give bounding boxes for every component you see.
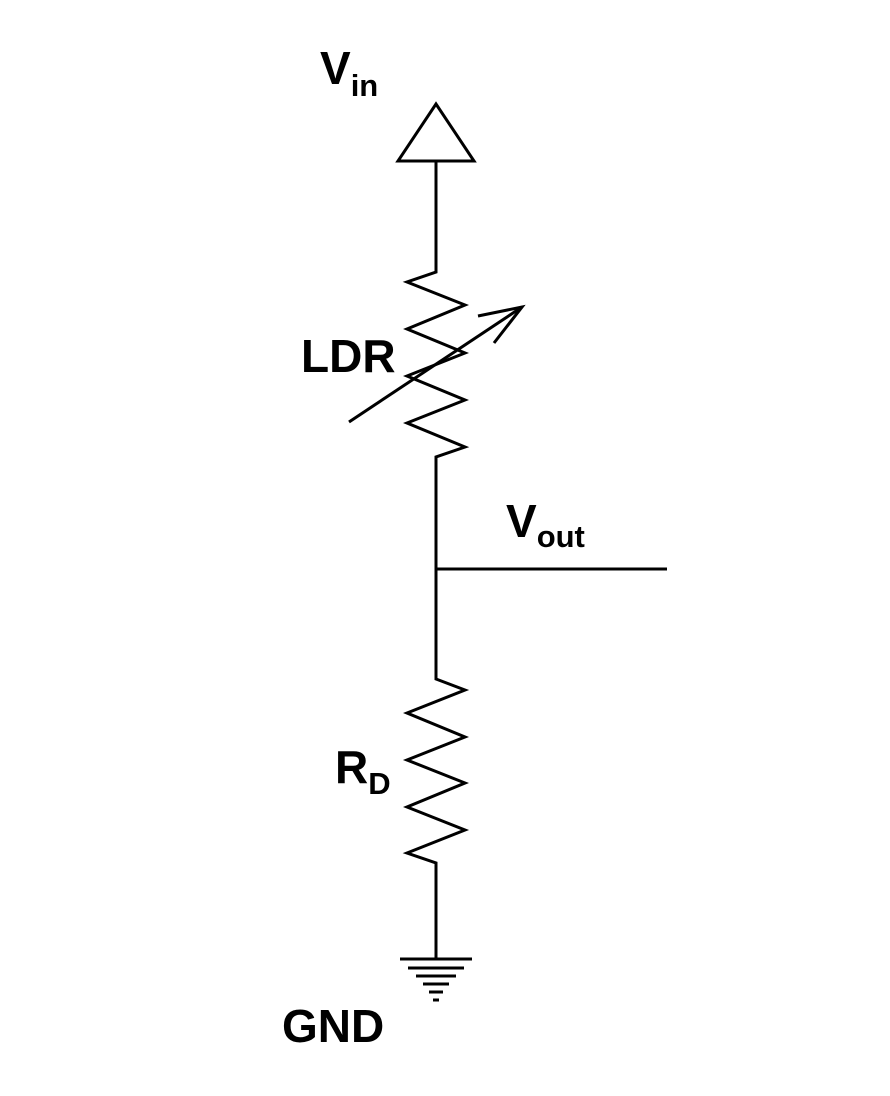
vin-supply-symbol <box>395 101 477 270</box>
ldr-arrow-head <box>477 304 526 344</box>
ground-symbol <box>400 957 472 1002</box>
vout-label-sub: out <box>537 519 585 554</box>
rd-zigzag <box>402 677 470 865</box>
ldr-resistor <box>348 270 526 459</box>
vout-label-main: V <box>506 495 537 547</box>
ldr-arrow-shaft <box>348 305 523 424</box>
vin-label-main: V <box>320 42 351 94</box>
vout-label: Vout <box>506 495 585 554</box>
ldr-label: LDR <box>301 330 396 382</box>
vin-label: Vin <box>320 42 378 103</box>
gnd-label: GND <box>282 1000 384 1052</box>
rd-label-sub: D <box>368 766 390 801</box>
rd-label: RD <box>335 741 391 801</box>
rd-resistor <box>402 677 470 865</box>
rd-label-main: R <box>335 741 368 793</box>
vin-triangle <box>395 101 477 163</box>
vin-label-sub: in <box>351 68 379 103</box>
